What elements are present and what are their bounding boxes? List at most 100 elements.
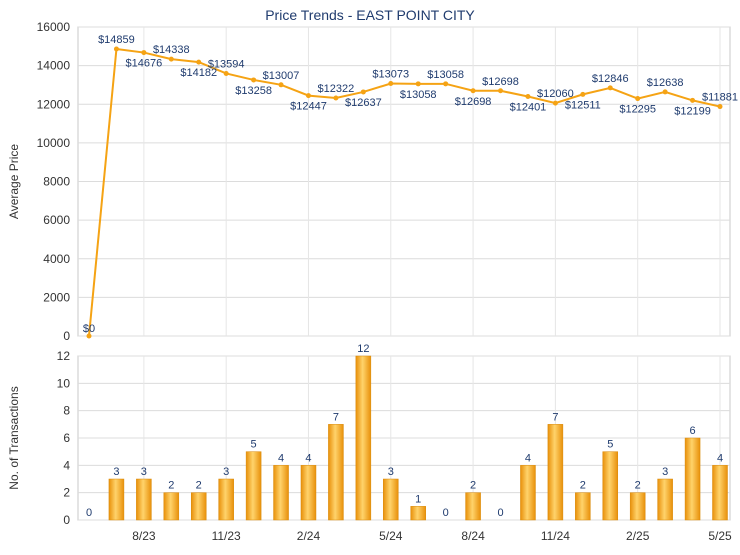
price-label: $12698 xyxy=(482,76,519,88)
price-point xyxy=(690,97,696,103)
transaction-count-label: 4 xyxy=(305,452,311,464)
transaction-count-label: 12 xyxy=(357,343,369,355)
transaction-bar xyxy=(575,492,591,521)
price-label: $0 xyxy=(83,323,95,335)
bottom-ytick-label: 4 xyxy=(63,458,70,472)
top-ytick-label: 4000 xyxy=(43,252,70,266)
top-ytick-label: 12000 xyxy=(37,97,71,111)
price-label: $12199 xyxy=(674,105,711,117)
price-label: $14182 xyxy=(180,67,217,79)
top-ytick-label: 8000 xyxy=(43,175,70,189)
price-label: $12401 xyxy=(510,102,547,114)
price-label: $13058 xyxy=(427,69,464,81)
price-point xyxy=(552,100,558,106)
top-ytick-label: 14000 xyxy=(37,59,71,73)
transaction-bar xyxy=(218,478,234,521)
price-label: $14859 xyxy=(98,34,135,46)
transaction-bar xyxy=(136,478,152,521)
top-y-axis-label: Average Price xyxy=(7,144,21,219)
x-tick-label: 11/23 xyxy=(212,529,241,543)
chart-title: Price Trends - EAST POINT CITY xyxy=(265,7,475,23)
transaction-count-label: 3 xyxy=(113,466,119,478)
bottom-ytick-label: 8 xyxy=(63,404,70,418)
top-ytick-label: 6000 xyxy=(43,213,70,227)
transaction-bar xyxy=(602,451,619,521)
top-ytick-label: 2000 xyxy=(43,290,70,304)
transaction-count-label: 3 xyxy=(662,466,668,478)
price-point xyxy=(498,88,504,94)
transaction-bar xyxy=(245,451,262,521)
transaction-count-label: 5 xyxy=(251,439,257,451)
x-tick-label: 5/25 xyxy=(708,529,732,543)
price-point xyxy=(388,81,394,87)
transaction-count-label: 2 xyxy=(196,480,202,492)
bottom-ytick-label: 0 xyxy=(63,513,70,527)
price-label: $13073 xyxy=(372,69,409,81)
price-point xyxy=(580,91,586,97)
price-point xyxy=(525,94,531,100)
transaction-count-label: 7 xyxy=(552,411,558,423)
x-tick-label: 5/24 xyxy=(379,529,403,543)
price-label: $12698 xyxy=(455,96,492,108)
transaction-count-label: 2 xyxy=(470,480,476,492)
x-tick-label: 2/25 xyxy=(626,529,650,543)
price-point xyxy=(305,93,311,99)
x-tick-label: 11/24 xyxy=(541,529,570,543)
price-point xyxy=(607,85,613,91)
price-point xyxy=(141,50,147,56)
price-label: $12511 xyxy=(565,99,601,111)
transaction-bar xyxy=(273,465,289,521)
price-point xyxy=(278,82,284,88)
transaction-count-label: 2 xyxy=(635,480,641,492)
transaction-count-label: 2 xyxy=(168,480,174,492)
transaction-bar xyxy=(410,506,426,521)
price-point xyxy=(360,89,366,95)
price-point xyxy=(251,77,257,83)
price-point xyxy=(635,96,641,102)
price-label: $12295 xyxy=(619,104,656,116)
bottom-ytick-label: 12 xyxy=(57,349,71,363)
top-ytick-label: 0 xyxy=(63,329,70,343)
top-ytick-label: 16000 xyxy=(37,20,71,34)
price-label: $12447 xyxy=(290,101,327,113)
transaction-count-label: 4 xyxy=(717,452,723,464)
x-tick-label: 2/24 xyxy=(297,529,321,543)
price-point xyxy=(333,95,339,101)
transaction-count-label: 6 xyxy=(690,425,696,437)
x-tick-label: 8/23 xyxy=(132,529,156,543)
price-label: $13258 xyxy=(235,85,272,97)
transaction-count-label: 7 xyxy=(333,411,339,423)
price-point xyxy=(223,70,229,76)
bottom-ytick-label: 6 xyxy=(63,431,70,445)
price-point xyxy=(470,88,476,94)
transaction-count-label: 3 xyxy=(388,466,394,478)
price-label: $12846 xyxy=(592,73,629,85)
price-point xyxy=(196,59,202,65)
x-tick-label: 8/24 xyxy=(461,529,485,543)
transaction-bar xyxy=(465,492,481,521)
price-point xyxy=(415,81,421,87)
transaction-bar xyxy=(657,478,673,521)
transaction-count-label: 4 xyxy=(278,452,284,464)
transaction-count-label: 3 xyxy=(141,466,147,478)
top-ytick-label: 10000 xyxy=(37,136,71,150)
transaction-count-label: 0 xyxy=(497,507,503,519)
price-point xyxy=(443,81,449,87)
transaction-count-label: 1 xyxy=(415,493,421,505)
price-label: $12060 xyxy=(537,88,574,100)
transaction-count-label: 3 xyxy=(223,466,229,478)
transaction-count-label: 4 xyxy=(525,452,531,464)
price-label: $11881 xyxy=(702,92,738,104)
price-label: $12322 xyxy=(318,83,355,95)
price-point xyxy=(113,46,119,52)
transaction-bar xyxy=(108,478,125,521)
price-label: $12637 xyxy=(345,97,382,109)
price-label: $14676 xyxy=(126,58,163,70)
price-label: $14338 xyxy=(153,44,190,56)
transaction-bar xyxy=(547,424,564,521)
price-label: $13007 xyxy=(263,70,300,82)
transaction-bar xyxy=(712,465,728,521)
transaction-bar xyxy=(383,478,399,521)
transaction-bar xyxy=(300,465,317,521)
